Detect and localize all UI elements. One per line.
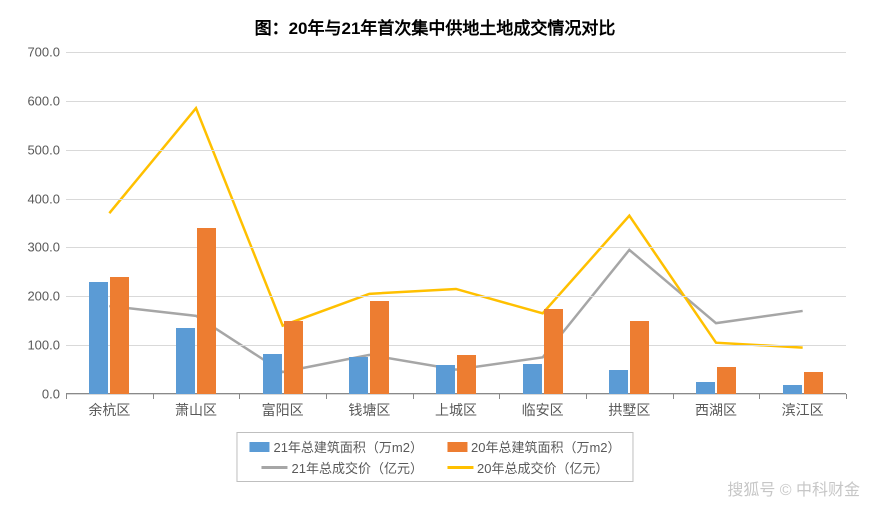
bar: [696, 382, 715, 394]
legend-label: 20年总建筑面积（万m2）: [471, 437, 621, 456]
xtick-mark: [326, 394, 327, 399]
ytick-label: 700.0: [27, 45, 60, 60]
ytick-label: 300.0: [27, 240, 60, 255]
legend-line-swatch: [447, 466, 473, 469]
gridline: [66, 247, 846, 248]
gridline: [66, 199, 846, 200]
gridline: [66, 296, 846, 297]
xtick-label: 富阳区: [262, 400, 304, 420]
gridline: [66, 394, 846, 395]
bar: [176, 328, 195, 394]
ytick-label: 200.0: [27, 289, 60, 304]
legend-item: 20年总成交价（亿元）: [447, 458, 608, 477]
chart-container: 图：20年与21年首次集中供地土地成交情况对比 0.0100.0200.0300…: [0, 0, 870, 506]
bar: [783, 385, 802, 394]
legend-item: 21年总成交价（亿元）: [262, 458, 423, 477]
bar: [349, 357, 368, 394]
gridline: [66, 101, 846, 102]
legend-line-swatch: [262, 466, 288, 469]
legend-label: 21年总建筑面积（万m2）: [273, 437, 423, 456]
xtick-label: 上城区: [435, 400, 477, 420]
legend-swatch: [249, 442, 269, 452]
bar: [284, 321, 303, 394]
bar: [523, 364, 542, 394]
bar: [609, 370, 628, 394]
bar: [544, 309, 563, 395]
bar: [436, 365, 455, 394]
xtick-label: 西湖区: [695, 400, 737, 420]
bar: [804, 372, 823, 394]
bar: [89, 282, 108, 394]
legend-item: 20年总建筑面积（万m2）: [447, 437, 621, 456]
xtick-mark: [846, 394, 847, 399]
bar: [197, 228, 216, 394]
xtick-mark: [153, 394, 154, 399]
gridline: [66, 150, 846, 151]
xtick-label: 萧山区: [175, 400, 217, 420]
ytick-label: 500.0: [27, 142, 60, 157]
bar: [263, 354, 282, 394]
xtick-label: 临安区: [522, 400, 564, 420]
xtick-mark: [759, 394, 760, 399]
ytick-label: 600.0: [27, 93, 60, 108]
bar: [630, 321, 649, 394]
xtick-mark: [239, 394, 240, 399]
plot-area: 0.0100.0200.0300.0400.0500.0600.0700.0余杭…: [66, 52, 846, 394]
xtick-label: 余杭区: [88, 400, 130, 420]
legend: 21年总建筑面积（万m2） 20年总建筑面积（万m2） 21年总成交价（亿元） 20年…: [236, 432, 633, 482]
legend-item: 21年总建筑面积（万m2）: [249, 437, 423, 456]
gridline: [66, 52, 846, 53]
bar: [457, 355, 476, 394]
bar: [110, 277, 129, 394]
legend-swatch: [447, 442, 467, 452]
xtick-label: 拱墅区: [608, 400, 650, 420]
xtick-mark: [499, 394, 500, 399]
xtick-mark: [66, 394, 67, 399]
chart-title: 图：20年与21年首次集中供地土地成交情况对比: [0, 14, 870, 39]
xtick-mark: [673, 394, 674, 399]
xtick-label: 滨江区: [782, 400, 824, 420]
legend-label: 21年总成交价（亿元）: [292, 458, 423, 477]
xtick-label: 钱塘区: [348, 400, 390, 420]
watermark: 搜狐号 © 中科财金: [727, 476, 860, 500]
bar: [717, 367, 736, 394]
xtick-mark: [586, 394, 587, 399]
ytick-label: 100.0: [27, 338, 60, 353]
xtick-mark: [413, 394, 414, 399]
bar: [370, 301, 389, 394]
legend-label: 20年总成交价（亿元）: [477, 458, 608, 477]
ytick-label: 0.0: [42, 387, 60, 402]
ytick-label: 400.0: [27, 191, 60, 206]
